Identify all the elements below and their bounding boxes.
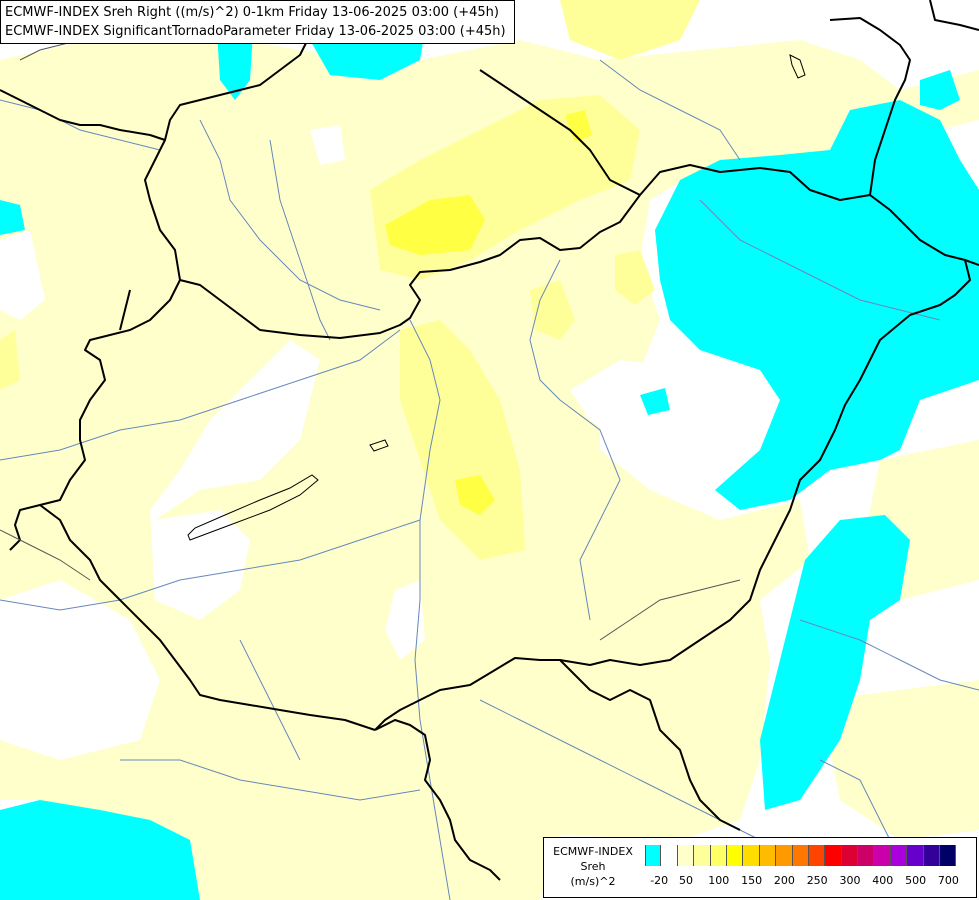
legend-swatches bbox=[645, 845, 957, 866]
field-yellow-core bbox=[385, 110, 592, 515]
legend-swatch-18 bbox=[940, 845, 957, 866]
legend-tick-label: 250 bbox=[806, 874, 828, 887]
legend-tick-label: 150 bbox=[741, 874, 763, 887]
legend-unit: (m/s)^2 bbox=[570, 875, 616, 888]
legend-swatch-10 bbox=[808, 845, 826, 866]
legend-swatch-1 bbox=[661, 845, 678, 866]
legend-swatch-6 bbox=[743, 845, 760, 866]
title-line-2: ECMWF-INDEX SignificantTornadoParameter … bbox=[5, 24, 506, 39]
legend-swatch-3 bbox=[694, 845, 711, 866]
legend-swatch-8 bbox=[776, 845, 793, 866]
legend-swatch-2 bbox=[677, 845, 695, 866]
country-borders bbox=[0, 0, 979, 881]
legend-tick-label: 300 bbox=[839, 874, 861, 887]
map-title-box: ECMWF-INDEX Sreh Right ((m/s)^2) 0-1km F… bbox=[0, 0, 515, 44]
legend-tick-label: 400 bbox=[872, 874, 894, 887]
legend-swatch-13 bbox=[858, 845, 875, 866]
legend-swatch-14 bbox=[874, 845, 891, 866]
legend-variable: Sreh bbox=[580, 860, 606, 873]
small-lake bbox=[369, 439, 389, 452]
legend-swatch-15 bbox=[890, 845, 908, 866]
legend-swatch-11 bbox=[825, 845, 842, 866]
legend-tick-label: 700 bbox=[937, 874, 959, 887]
legend-swatch-5 bbox=[726, 845, 744, 866]
legend-ticks: -20 50 100 150 200 250 300 400 500 700 bbox=[645, 874, 975, 888]
legend-swatch-4 bbox=[710, 845, 727, 866]
lake-outline bbox=[187, 474, 319, 541]
color-legend: ECMWF-INDEX Sreh (m/s)^2 -20 50 100 150 200 2… bbox=[543, 837, 977, 898]
legend-tick-label: 50 bbox=[679, 874, 693, 887]
legend-swatch-7 bbox=[759, 845, 777, 866]
legend-source: ECMWF-INDEX bbox=[553, 845, 633, 858]
field-white-patches bbox=[0, 125, 790, 760]
rivers bbox=[0, 59, 979, 900]
title-line-1: ECMWF-INDEX Sreh Right ((m/s)^2) 0-1km F… bbox=[5, 5, 499, 20]
lake-north bbox=[789, 54, 806, 79]
legend-swatch-17 bbox=[923, 845, 941, 866]
legend-swatch-12 bbox=[841, 845, 859, 866]
legend-swatch-16 bbox=[907, 845, 924, 866]
legend-tick-label: 200 bbox=[773, 874, 795, 887]
legend-swatch-9 bbox=[792, 845, 809, 866]
legend-tick-label: 100 bbox=[708, 874, 730, 887]
legend-tick-label: -20 bbox=[650, 874, 669, 887]
legend-swatch-0 bbox=[645, 845, 662, 866]
legend-tick-label: 500 bbox=[905, 874, 927, 887]
